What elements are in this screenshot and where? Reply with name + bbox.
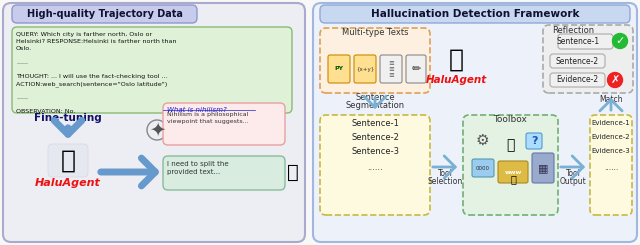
Text: Helsinki? RESPONSE:Helsinki is farther north than: Helsinki? RESPONSE:Helsinki is farther n… xyxy=(16,39,177,44)
Text: 🕵: 🕵 xyxy=(287,162,299,182)
FancyBboxPatch shape xyxy=(354,55,376,83)
Text: viewpoint that suggests...: viewpoint that suggests... xyxy=(167,119,248,124)
FancyBboxPatch shape xyxy=(550,73,605,87)
Text: ⚙: ⚙ xyxy=(475,133,489,147)
Text: ......: ...... xyxy=(16,95,28,100)
Text: QUERY: Which city is farther north, Oslo or: QUERY: Which city is farther north, Oslo… xyxy=(16,32,152,37)
FancyBboxPatch shape xyxy=(163,156,285,190)
FancyBboxPatch shape xyxy=(3,3,305,242)
Text: ✓: ✓ xyxy=(615,36,625,46)
FancyBboxPatch shape xyxy=(12,27,292,113)
Text: ≡
≡
≡: ≡ ≡ ≡ xyxy=(388,60,394,78)
FancyBboxPatch shape xyxy=(12,5,197,23)
Text: High-quality Trajectory Data: High-quality Trajectory Data xyxy=(27,9,183,19)
Text: 🔍: 🔍 xyxy=(506,138,514,152)
Text: ......: ...... xyxy=(604,162,618,171)
FancyBboxPatch shape xyxy=(48,144,88,177)
Text: Reflection: Reflection xyxy=(552,26,594,36)
Text: 🔍: 🔍 xyxy=(510,174,516,184)
FancyBboxPatch shape xyxy=(590,115,632,215)
FancyBboxPatch shape xyxy=(550,54,605,68)
FancyBboxPatch shape xyxy=(558,34,613,49)
Circle shape xyxy=(607,73,623,87)
Text: Tool: Tool xyxy=(566,170,580,179)
Text: Fine-tuning: Fine-tuning xyxy=(34,113,102,123)
FancyBboxPatch shape xyxy=(526,133,542,149)
Text: Sentence: Sentence xyxy=(355,93,395,101)
Text: Selection: Selection xyxy=(428,176,463,185)
FancyBboxPatch shape xyxy=(163,103,285,145)
FancyBboxPatch shape xyxy=(532,153,554,183)
Text: OBSERVATION: No.: OBSERVATION: No. xyxy=(16,109,76,114)
FancyBboxPatch shape xyxy=(472,159,494,177)
Text: ✦: ✦ xyxy=(149,121,165,139)
FancyBboxPatch shape xyxy=(328,55,350,83)
Text: Sentence-1: Sentence-1 xyxy=(351,119,399,127)
Text: Evidence-3: Evidence-3 xyxy=(591,148,630,154)
Text: Sentence-2: Sentence-2 xyxy=(351,133,399,142)
Circle shape xyxy=(612,34,627,49)
Text: {x+y}: {x+y} xyxy=(356,66,374,72)
FancyBboxPatch shape xyxy=(498,161,528,183)
Text: ✏: ✏ xyxy=(412,64,420,74)
Text: Toolbox: Toolbox xyxy=(493,115,527,124)
Text: 🕵: 🕵 xyxy=(449,48,463,72)
Text: HaluAgent: HaluAgent xyxy=(35,178,101,188)
Text: Output: Output xyxy=(559,176,586,185)
Text: Sentence-1: Sentence-1 xyxy=(556,37,600,47)
FancyBboxPatch shape xyxy=(320,5,630,23)
Text: Nihilism is a philosophical: Nihilism is a philosophical xyxy=(167,112,248,117)
Text: Sentence-2: Sentence-2 xyxy=(556,57,598,65)
Text: Evidence-2: Evidence-2 xyxy=(556,75,598,85)
Text: Detection: Detection xyxy=(166,113,224,123)
Text: Segmentation: Segmentation xyxy=(346,100,404,110)
Text: Hallucination Detection Framework: Hallucination Detection Framework xyxy=(371,9,579,19)
Text: ?: ? xyxy=(531,136,537,146)
Text: I need to split the: I need to split the xyxy=(167,161,228,167)
Text: Evidence-1: Evidence-1 xyxy=(591,120,630,126)
Text: ......: ...... xyxy=(16,60,28,65)
FancyBboxPatch shape xyxy=(320,28,430,93)
Text: ......: ...... xyxy=(367,162,383,171)
Text: Match: Match xyxy=(599,96,623,105)
Text: 0000: 0000 xyxy=(476,166,490,171)
FancyBboxPatch shape xyxy=(380,55,402,83)
Text: What is nihilism?: What is nihilism? xyxy=(167,107,227,113)
FancyBboxPatch shape xyxy=(463,115,558,215)
Text: Multi-type Texts: Multi-type Texts xyxy=(342,28,408,37)
Text: www: www xyxy=(504,170,522,174)
Text: Sentence-3: Sentence-3 xyxy=(351,147,399,156)
Text: 🕵: 🕵 xyxy=(61,149,76,173)
Text: ✗: ✗ xyxy=(611,75,620,85)
FancyBboxPatch shape xyxy=(543,25,633,93)
FancyBboxPatch shape xyxy=(320,115,430,215)
Text: provided text...: provided text... xyxy=(167,169,220,175)
Text: PY: PY xyxy=(335,66,344,72)
Text: Evidence-2: Evidence-2 xyxy=(592,134,630,140)
Text: ACTION:web_search(sentence="Oslo latitude"): ACTION:web_search(sentence="Oslo latitud… xyxy=(16,81,167,87)
Text: Oslo.: Oslo. xyxy=(16,46,32,51)
Text: THOUGHT: ... I will use the fact-checking tool ...: THOUGHT: ... I will use the fact-checkin… xyxy=(16,74,168,79)
FancyBboxPatch shape xyxy=(406,55,426,83)
Text: HaluAgent: HaluAgent xyxy=(426,75,486,85)
Text: ▦: ▦ xyxy=(538,163,548,173)
Text: Tool: Tool xyxy=(438,170,452,179)
FancyBboxPatch shape xyxy=(313,3,637,242)
